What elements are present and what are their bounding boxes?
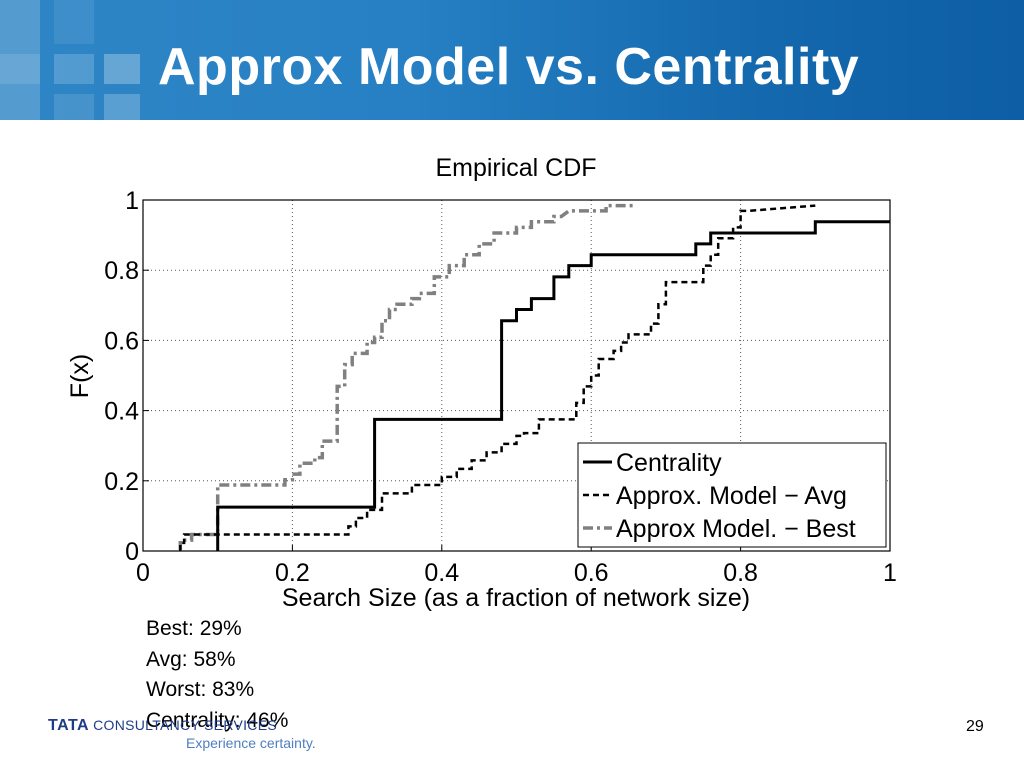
tagline: Experience certainty. (186, 735, 316, 751)
x-tick-label: 0.6 (574, 559, 609, 587)
x-tick-label: 0 (136, 559, 150, 587)
logo-company: CONSULTANCY SERVICES (93, 717, 277, 733)
chart-title: Empirical CDF (435, 154, 596, 182)
slide-title: Approx Model vs. Centrality (158, 38, 860, 96)
legend: Centrality Approx. Model − Avg Approx Mo… (577, 442, 887, 548)
y-tick-label: 0.2 (104, 468, 139, 496)
series-line-solid (216, 220, 890, 551)
series-lines (178, 203, 890, 551)
legend-box (577, 442, 887, 548)
decor-tile (104, 94, 140, 120)
series-line-dashed (179, 204, 816, 551)
x-tick-label: 0.2 (275, 559, 310, 587)
series-line-dashdot (178, 203, 636, 551)
plot-frame (142, 199, 891, 552)
x-tick-label: 0.8 (723, 559, 758, 587)
stat-best: Best: 29% (146, 617, 242, 640)
ecdf-chart: Empirical CDF Search Size (as a fraction… (66, 154, 897, 612)
legend-label-approx-avg: Approx. Model − Avg (616, 482, 847, 510)
x-axis-label: Search Size (as a fraction of network si… (282, 584, 750, 612)
stat-worst: Worst: 83% (146, 678, 255, 701)
decor-tile (54, 54, 94, 84)
decor-tile (104, 54, 140, 84)
decor-tile (0, 54, 40, 84)
y-axis-label: F(x) (66, 354, 94, 398)
x-tick-label: 0.4 (424, 559, 459, 587)
y-tick-label: 0.8 (104, 257, 139, 285)
legend-label-centrality: Centrality (616, 449, 722, 477)
legend-label-approx-best: Approx Model. − Best (616, 515, 856, 543)
stat-avg: Avg: 58% (146, 647, 236, 671)
page-number: 29 (966, 718, 984, 735)
stat-centrality: Centrality: 46% (146, 708, 289, 732)
decor-tile (0, 0, 40, 120)
y-tick-label: 0.6 (104, 327, 139, 355)
company-logo: TATA CONSULTANCY SERVICES (48, 717, 277, 735)
decor-tile (54, 0, 94, 44)
decor-tile (54, 94, 94, 120)
x-tick-label: 1 (883, 559, 897, 587)
y-tick-label: 0.4 (104, 398, 139, 426)
y-tick-label: 1 (125, 187, 139, 215)
stats-list: Best: 29% Avg: 58% Worst: 83% Centrality… (146, 614, 288, 736)
y-tick-label: 0 (125, 538, 139, 566)
title-bar (0, 0, 1024, 120)
axis-ticks: 0 0.2 0.4 0.6 0.8 1 0 0.2 0.4 0.6 0.8 1 (104, 187, 897, 587)
logo-brand: TATA (48, 717, 90, 734)
